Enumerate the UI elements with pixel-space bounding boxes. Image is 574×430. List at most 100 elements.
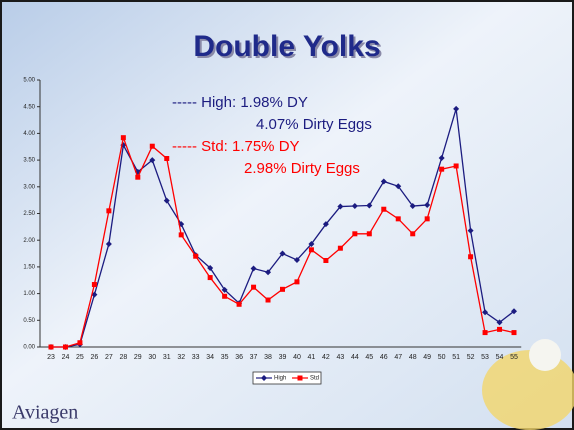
marker xyxy=(77,340,83,346)
x-tick-label: 33 xyxy=(192,354,200,361)
annotation: 2.98% Dirty Eggs xyxy=(244,160,360,177)
chicks-image xyxy=(482,350,574,430)
x-tick-label: 37 xyxy=(250,354,258,361)
x-tick-label: 49 xyxy=(423,354,431,361)
marker xyxy=(410,231,416,237)
y-tick-label: 4.00 xyxy=(23,131,35,137)
marker xyxy=(497,326,503,332)
marker xyxy=(222,293,228,299)
marker xyxy=(221,286,228,293)
marker xyxy=(381,206,387,212)
marker xyxy=(280,286,285,292)
x-tick-label: 41 xyxy=(308,354,316,361)
marker xyxy=(322,221,329,228)
marker xyxy=(308,247,314,253)
marker xyxy=(352,231,358,237)
x-tick-label: 34 xyxy=(206,354,214,361)
x-tick-label: 39 xyxy=(279,354,287,361)
y-tick-label: 3.50 xyxy=(23,158,35,164)
marker xyxy=(48,344,54,350)
y-tick-label: 2.50 xyxy=(23,211,35,217)
marker xyxy=(178,232,184,238)
y-tick-label: 0.00 xyxy=(23,345,35,351)
marker xyxy=(279,250,286,257)
x-tick-label: 45 xyxy=(365,354,373,361)
x-tick-label: 31 xyxy=(163,354,171,361)
annotation: ----- High: 1.98% DY xyxy=(172,94,308,111)
y-tick-label: 1.00 xyxy=(23,291,35,297)
marker xyxy=(337,245,343,251)
x-tick-label: 23 xyxy=(47,354,55,361)
x-tick-label: 54 xyxy=(496,354,504,361)
marker xyxy=(207,264,214,271)
x-tick-label: 50 xyxy=(438,354,446,361)
logo: Aviagen xyxy=(12,402,78,424)
x-tick-label: 42 xyxy=(322,354,330,361)
marker xyxy=(91,282,97,288)
marker xyxy=(149,157,156,164)
marker xyxy=(439,166,445,172)
x-tick-label: 43 xyxy=(336,354,344,361)
x-tick-label: 51 xyxy=(452,354,460,361)
marker xyxy=(467,227,474,234)
x-tick-label: 28 xyxy=(119,354,127,361)
marker xyxy=(62,344,68,350)
marker xyxy=(351,203,358,210)
marker xyxy=(482,330,488,336)
x-tick-label: 24 xyxy=(62,354,70,361)
marker xyxy=(380,178,387,185)
x-tick-label: 46 xyxy=(380,354,388,361)
x-tick-label: 26 xyxy=(91,354,99,361)
marker xyxy=(337,203,344,210)
marker xyxy=(453,163,459,169)
marker xyxy=(366,202,373,209)
marker xyxy=(193,253,199,259)
x-tick-label: 38 xyxy=(264,354,272,361)
x-tick-label: 35 xyxy=(221,354,229,361)
marker xyxy=(294,279,300,285)
marker xyxy=(106,208,112,214)
x-tick-label: 27 xyxy=(105,354,113,361)
marker xyxy=(297,375,303,381)
marker xyxy=(163,197,170,204)
annotation: 4.07% Dirty Eggs xyxy=(256,116,372,133)
x-tick-label: 36 xyxy=(235,354,243,361)
y-tick-label: 3.00 xyxy=(23,184,35,190)
chart-title: Double Yolks xyxy=(193,30,380,63)
marker xyxy=(511,330,517,336)
legend-label: High xyxy=(274,376,286,382)
marker xyxy=(265,297,271,303)
marker xyxy=(265,269,272,276)
marker xyxy=(366,231,372,237)
marker xyxy=(424,216,430,222)
x-tick-label: 52 xyxy=(467,354,475,361)
marker xyxy=(395,183,402,190)
marker xyxy=(120,135,126,141)
marker xyxy=(482,309,489,316)
x-tick-label: 44 xyxy=(351,354,359,361)
marker xyxy=(438,154,445,161)
y-tick-label: 1.50 xyxy=(23,264,35,270)
x-tick-label: 55 xyxy=(510,354,518,361)
marker xyxy=(395,216,401,222)
x-tick-label: 48 xyxy=(409,354,417,361)
marker xyxy=(496,319,503,326)
legend-label: Std xyxy=(310,376,319,382)
marker xyxy=(468,254,474,260)
x-tick-label: 53 xyxy=(481,354,489,361)
marker xyxy=(261,375,267,381)
x-tick-label: 25 xyxy=(76,354,84,361)
marker xyxy=(409,203,416,210)
x-tick-label: 40 xyxy=(293,354,301,361)
marker xyxy=(207,275,213,281)
hen-image xyxy=(529,339,561,371)
marker xyxy=(323,257,329,263)
x-tick-label: 29 xyxy=(134,354,142,361)
x-tick-label: 30 xyxy=(148,354,156,361)
marker xyxy=(424,201,431,208)
marker xyxy=(149,143,155,149)
y-tick-label: 2.00 xyxy=(23,238,35,244)
legend-box xyxy=(252,371,322,385)
